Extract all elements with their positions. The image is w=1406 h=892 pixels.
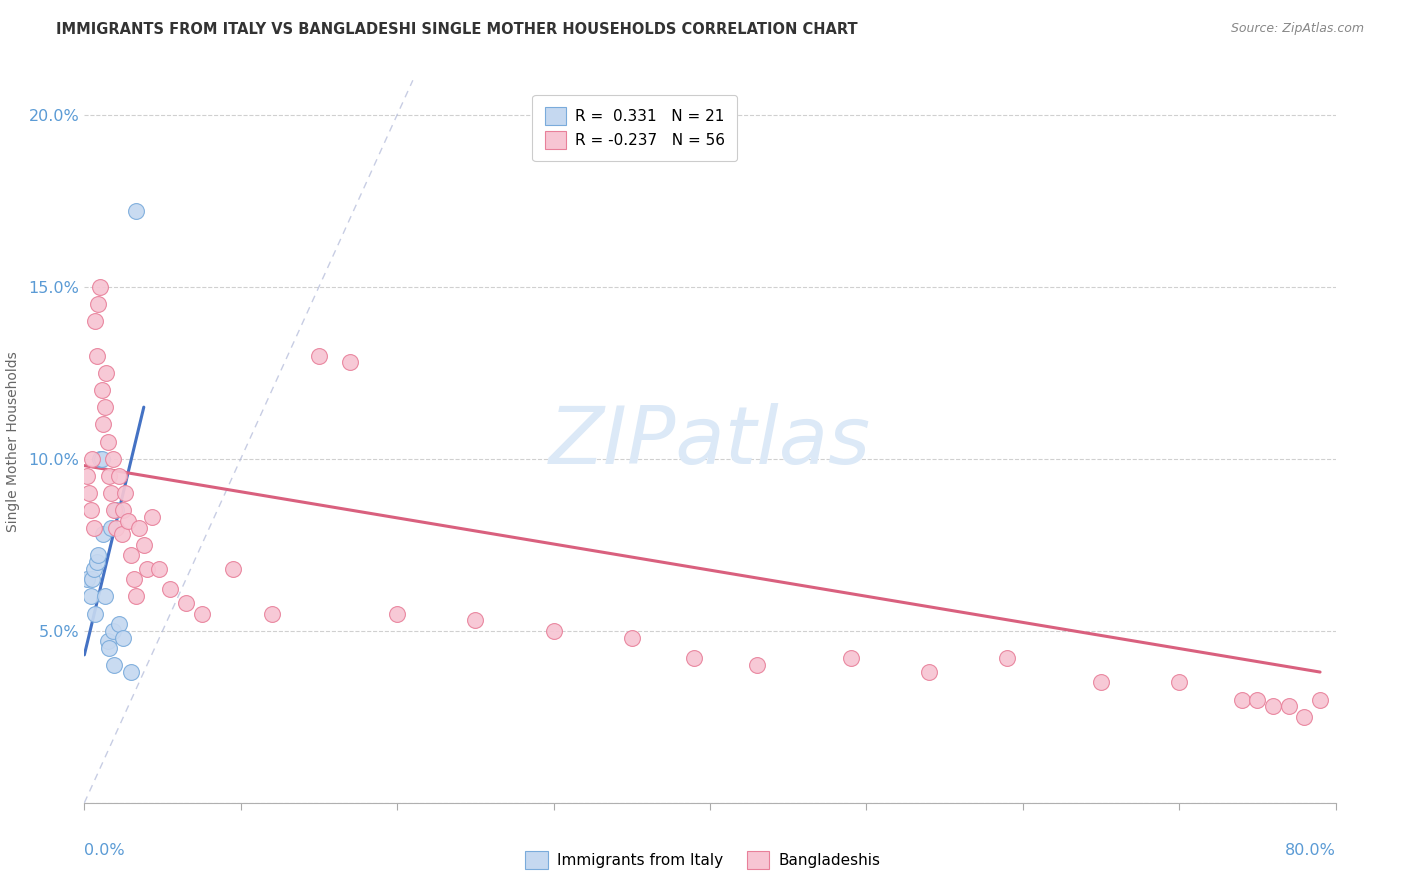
- Point: [222, 562, 245, 576]
- Point: [83, 562, 105, 576]
- Point: [97, 434, 120, 449]
- Point: [464, 614, 486, 628]
- Point: [839, 651, 862, 665]
- Legend: R =  0.331   N = 21, R = -0.237   N = 56: R = 0.331 N = 21, R = -0.237 N = 56: [533, 95, 738, 161]
- Point: [79, 590, 101, 604]
- Point: [93, 400, 115, 414]
- Text: Source: ZipAtlas.com: Source: ZipAtlas.com: [1230, 22, 1364, 36]
- Point: [90, 451, 112, 466]
- Y-axis label: Single Mother Households: Single Mother Households: [6, 351, 20, 532]
- Point: [97, 634, 120, 648]
- Point: [101, 451, 124, 466]
- Point: [1168, 675, 1191, 690]
- Text: IMMIGRANTS FROM ITALY VS BANGLADESHI SINGLE MOTHER HOUSEHOLDS CORRELATION CHART: IMMIGRANTS FROM ITALY VS BANGLADESHI SIN…: [56, 22, 858, 37]
- Point: [190, 607, 212, 621]
- Point: [112, 503, 135, 517]
- Point: [77, 486, 100, 500]
- Point: [87, 297, 110, 311]
- Point: [117, 514, 139, 528]
- Point: [112, 631, 135, 645]
- Point: [82, 451, 104, 466]
- Point: [125, 204, 148, 219]
- Point: [339, 355, 361, 369]
- Point: [125, 590, 148, 604]
- Point: [82, 572, 104, 586]
- Point: [103, 503, 125, 517]
- Point: [1263, 699, 1285, 714]
- Point: [918, 665, 941, 679]
- Point: [98, 469, 121, 483]
- Point: [995, 651, 1018, 665]
- Point: [745, 658, 768, 673]
- Point: [86, 555, 108, 569]
- Point: [262, 607, 284, 621]
- Point: [76, 469, 98, 483]
- Point: [136, 562, 159, 576]
- Point: [89, 279, 111, 293]
- Point: [174, 596, 197, 610]
- Point: [98, 640, 121, 655]
- Point: [107, 469, 129, 483]
- Point: [104, 520, 127, 534]
- Point: [91, 417, 114, 432]
- Point: [91, 527, 114, 541]
- Legend: Immigrants from Italy, Bangladeshis: Immigrants from Italy, Bangladeshis: [519, 845, 887, 875]
- Point: [89, 451, 111, 466]
- Text: 80.0%: 80.0%: [1285, 843, 1336, 857]
- Point: [385, 607, 409, 621]
- Point: [124, 572, 146, 586]
- Point: [84, 607, 107, 621]
- Point: [1230, 692, 1253, 706]
- Point: [132, 538, 155, 552]
- Point: [1309, 692, 1331, 706]
- Point: [93, 590, 115, 604]
- Point: [100, 520, 122, 534]
- Point: [76, 572, 98, 586]
- Point: [87, 548, 110, 562]
- Point: [107, 616, 129, 631]
- Point: [120, 548, 142, 562]
- Point: [1246, 692, 1268, 706]
- Point: [620, 631, 643, 645]
- Point: [683, 651, 706, 665]
- Point: [148, 562, 170, 576]
- Point: [1090, 675, 1112, 690]
- Text: 0.0%: 0.0%: [84, 843, 125, 857]
- Point: [120, 665, 142, 679]
- Point: [141, 510, 163, 524]
- Point: [1278, 699, 1301, 714]
- Point: [104, 503, 127, 517]
- Point: [111, 527, 134, 541]
- Point: [84, 314, 107, 328]
- Point: [86, 349, 108, 363]
- Point: [159, 582, 181, 597]
- Point: [114, 486, 136, 500]
- Point: [96, 366, 118, 380]
- Point: [1294, 710, 1316, 724]
- Point: [79, 503, 101, 517]
- Point: [100, 486, 122, 500]
- Point: [543, 624, 565, 638]
- Point: [101, 624, 124, 638]
- Text: ZIPatlas: ZIPatlas: [548, 402, 872, 481]
- Point: [103, 658, 125, 673]
- Point: [308, 349, 330, 363]
- Point: [90, 383, 112, 397]
- Point: [128, 520, 150, 534]
- Point: [83, 520, 105, 534]
